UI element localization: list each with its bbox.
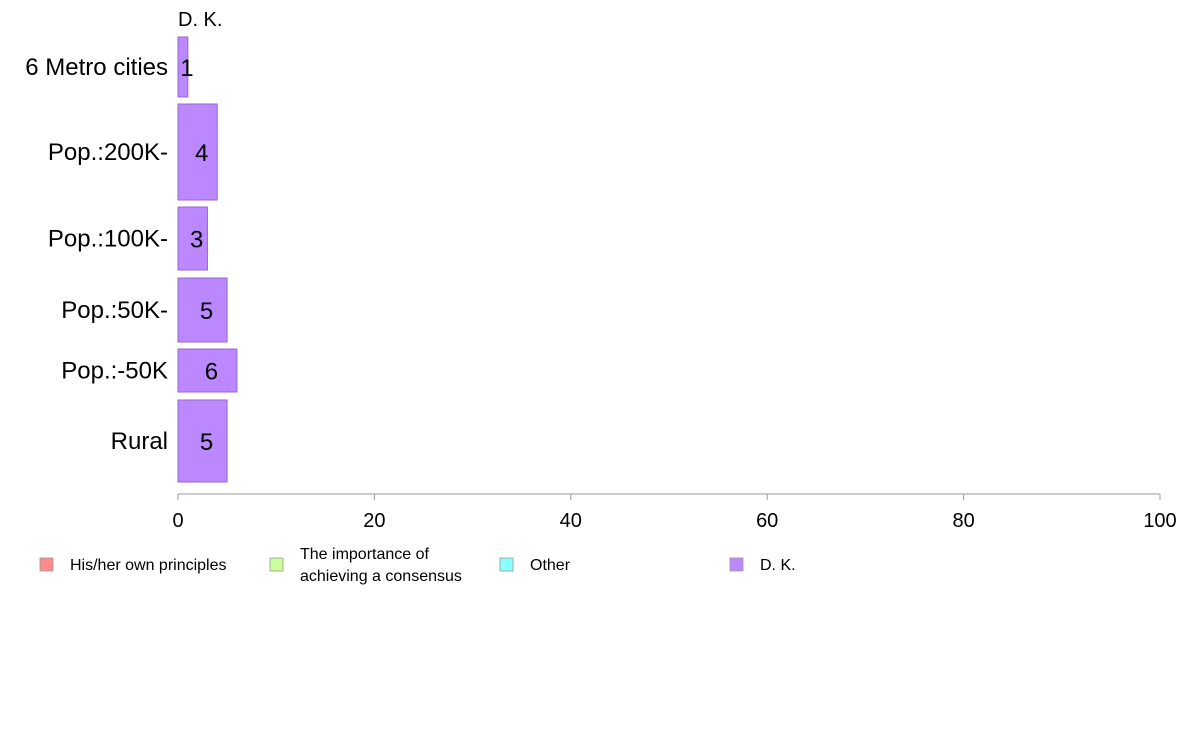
legend-swatch [499,557,514,572]
bar-value-label: 5 [200,298,213,325]
category-label: Pop.:-50K [61,358,168,385]
legend-swatch [729,557,744,572]
legend-label: achieving a consensus [300,568,462,585]
x-tick-label: 80 [952,510,974,532]
bar-value-label: 6 [205,359,218,386]
bar-value-label: 1 [180,55,193,82]
bar-segment [177,206,208,271]
x-tick-label: 20 [363,510,385,532]
x-tick-label: 0 [172,510,183,532]
bar-segment [177,277,228,343]
bar-segment [177,36,189,98]
legend-swatch [269,557,284,572]
legend-label: D. K. [760,557,796,574]
x-tick-label: 100 [1143,510,1176,532]
x-tick-label: 60 [756,510,778,532]
category-label: Pop.:200K- [48,139,168,166]
legend-swatch [39,557,54,572]
bar-segment [177,348,238,393]
x-tick-label: 40 [560,510,582,532]
category-label: 6 Metro cities [25,54,168,81]
category-label: Pop.:100K- [48,226,168,253]
legend-label: His/her own principles [70,557,227,574]
bar-value-label: 5 [200,429,213,456]
x-axis: 0 20 40 60 80 100 [172,493,1177,532]
legend-label: Other [530,557,571,574]
bars-group: 6 Metro cities 1 Pop.:200K- 4 Pop.:100K- 3 Pop… [25,36,238,483]
category-label: Rural [111,428,168,455]
bar-segment [177,399,228,483]
bar-value-label: 4 [195,140,208,167]
category-label: Pop.:50K- [61,297,168,324]
series-title: D. K. [178,9,222,31]
legend-label: The importance of [300,546,430,563]
legend: His/her own principles The importance of a… [39,546,796,585]
bar-segment [177,103,218,201]
bar-value-label: 3 [190,227,203,254]
